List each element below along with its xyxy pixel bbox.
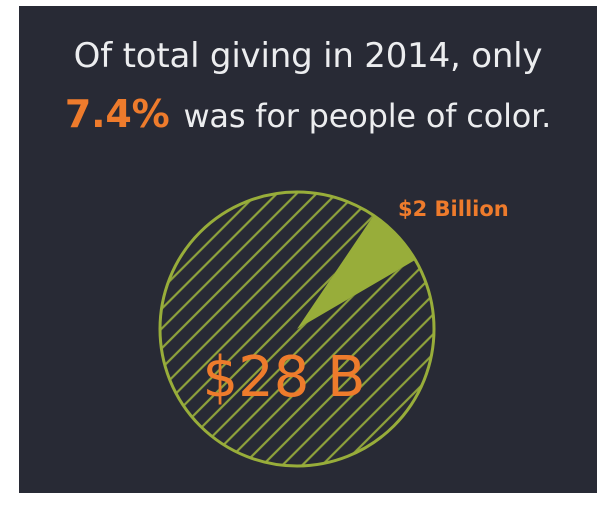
infographic-panel: Of total giving in 2014, only 7.4% was fo… [19, 6, 597, 493]
pie-slices-group [158, 190, 436, 468]
headline-line-1: Of total giving in 2014, only [73, 36, 543, 76]
headline-line-2: 7.4% was for people of color. [19, 92, 597, 136]
pie-slice-1 [159, 191, 434, 466]
pie-total-label: $28 B [202, 345, 365, 410]
pie-ring [158, 190, 436, 468]
headline-line-2-text: was for people of color. [183, 97, 552, 135]
pie-slice-0 [297, 215, 416, 329]
pie-chart: $2 Billion $28 B [158, 190, 509, 468]
highlight-percentage: 7.4% [64, 92, 170, 136]
slice-label-2-billion: $2 Billion [398, 197, 509, 221]
